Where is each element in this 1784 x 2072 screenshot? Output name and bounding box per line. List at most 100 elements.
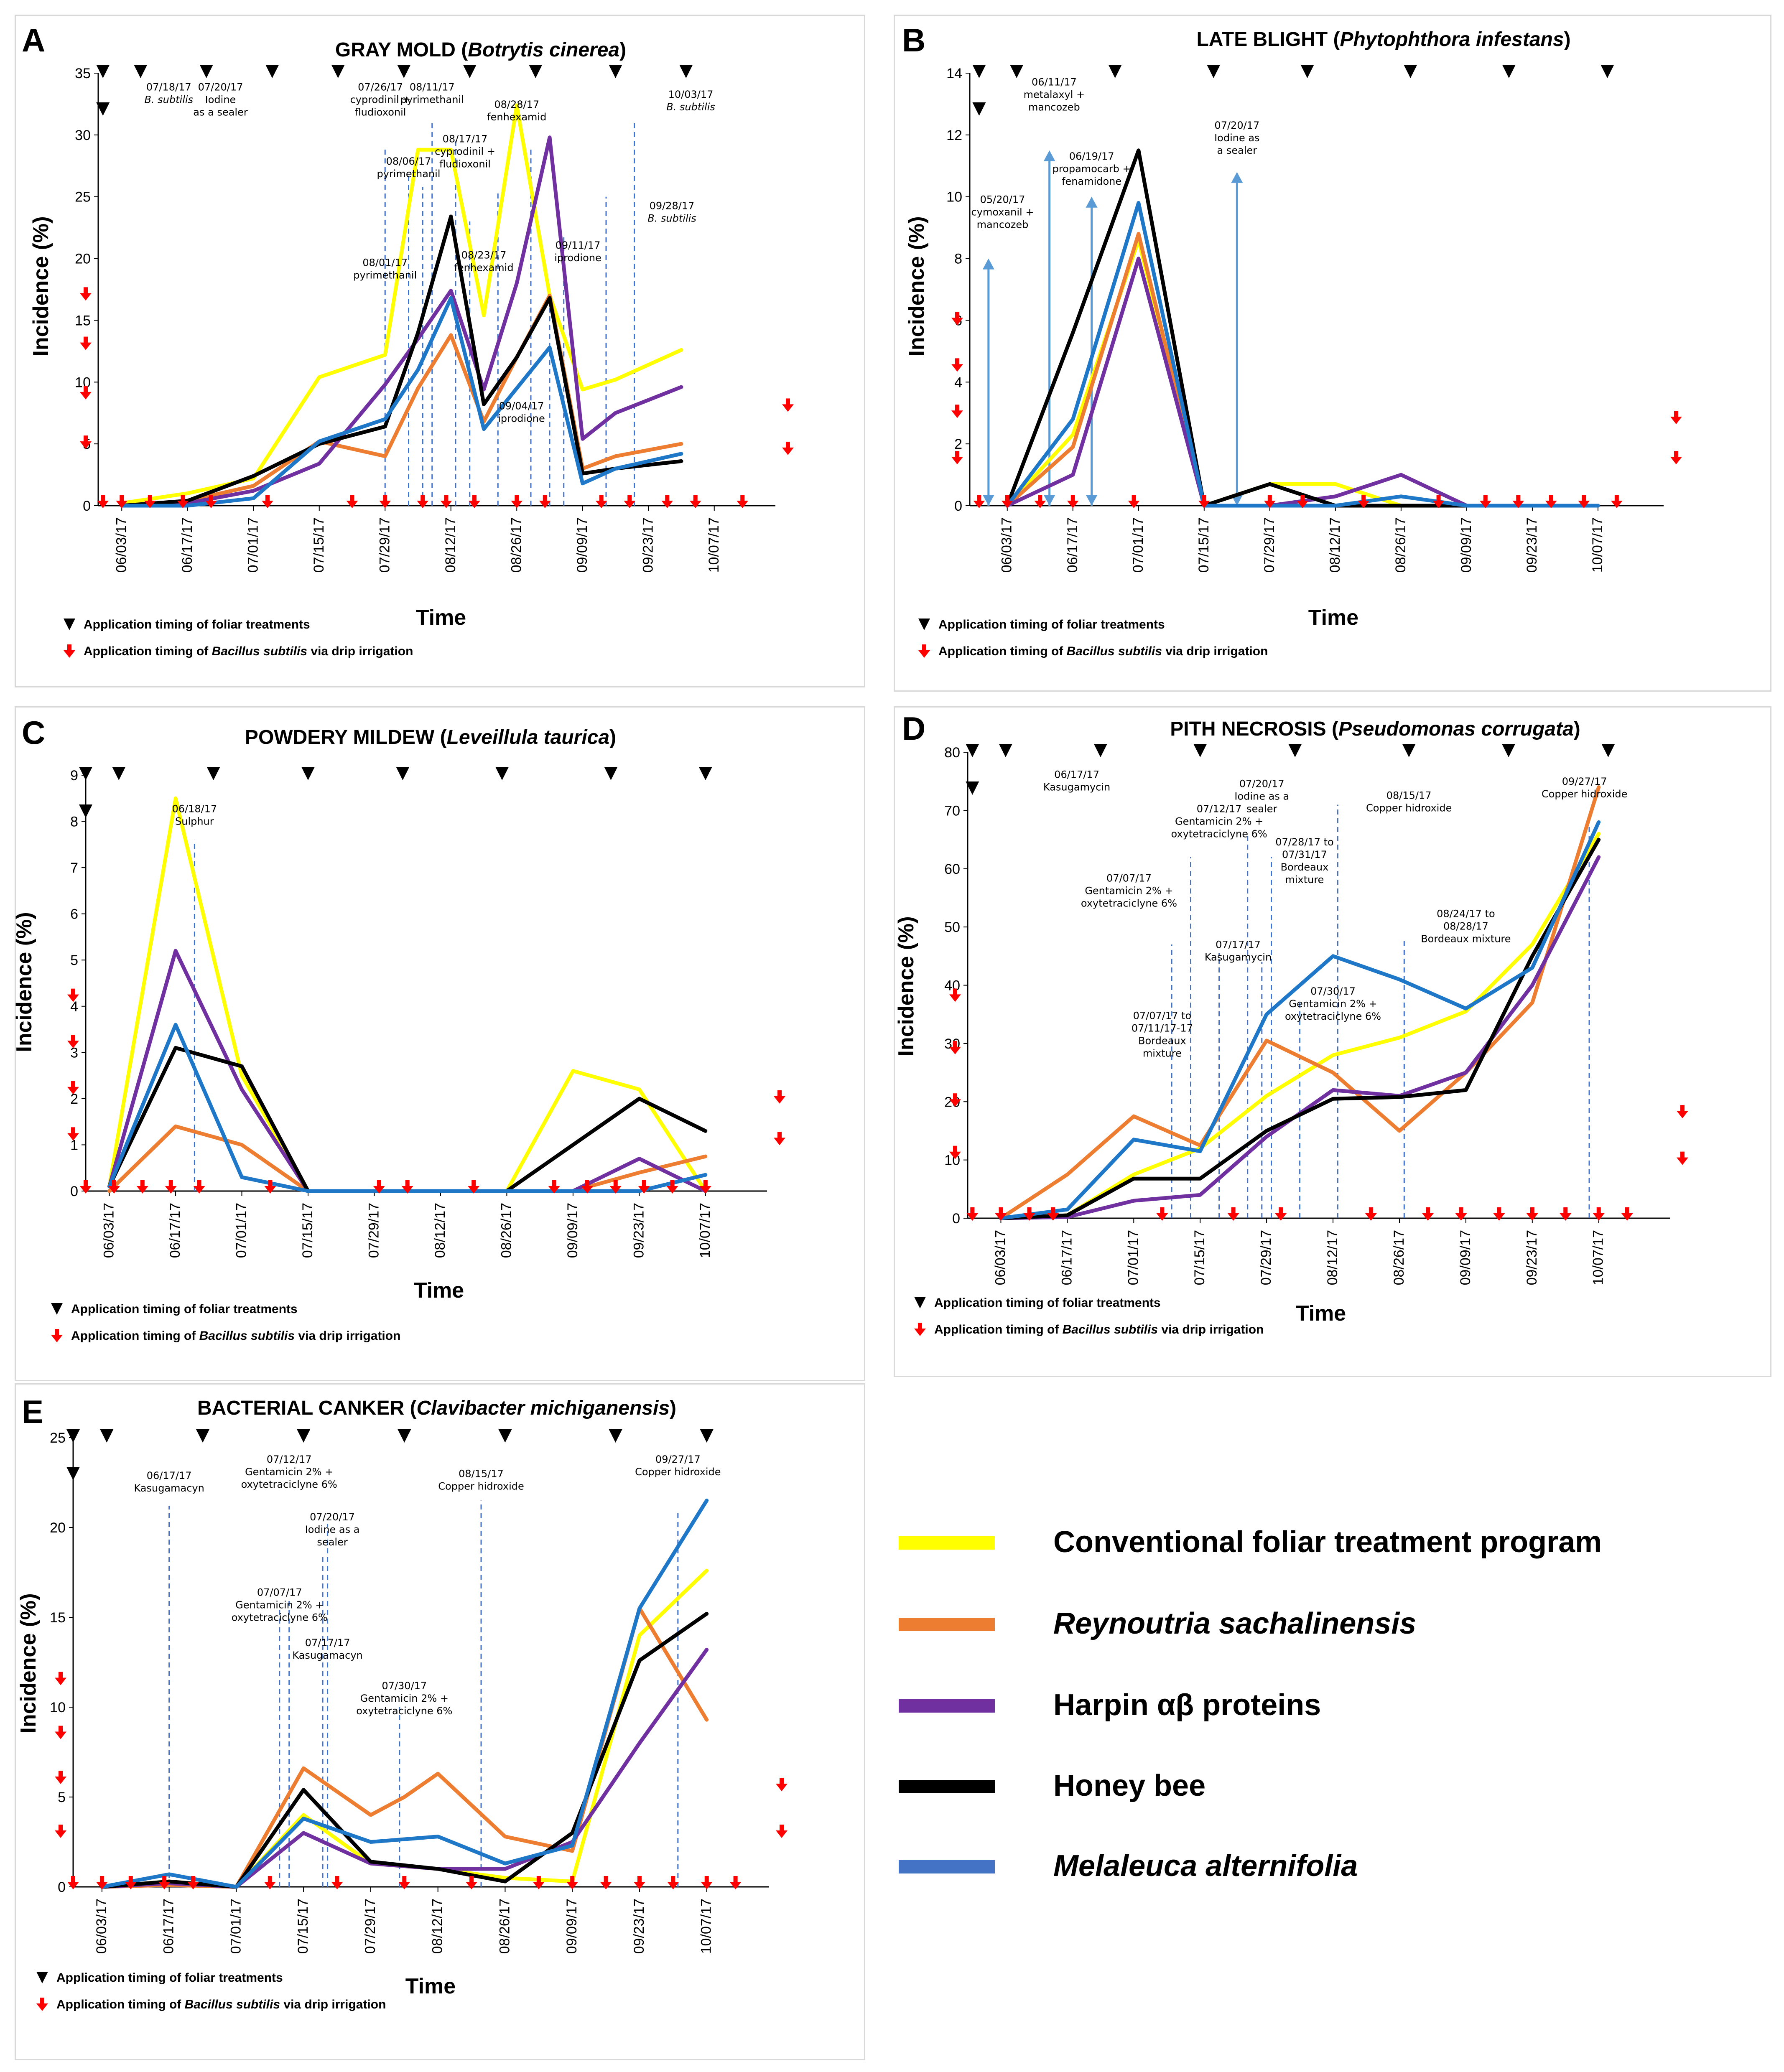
panel-a-y-tick-label: 20 bbox=[75, 251, 91, 267]
panel-a-annotation-text: cyprodinil + bbox=[350, 94, 411, 105]
panel-c-drip-marker bbox=[67, 1081, 79, 1095]
panel-c-drip-marker bbox=[638, 1180, 650, 1194]
panel-e-drip-marker bbox=[566, 1876, 579, 1889]
panel-b-x-tick-label: 06/03/17 bbox=[999, 517, 1015, 573]
legend-label-melaleuca: Melaleuca alternifolia bbox=[1053, 1849, 1358, 1883]
panel-e-series-melaleuca bbox=[100, 1499, 709, 1889]
panel-b-drip-marker bbox=[1034, 495, 1046, 508]
panel-a-x-tick-label: 09/09/17 bbox=[574, 517, 590, 573]
panel-d-x-axis-label: Time bbox=[1296, 1301, 1346, 1326]
panel-e-annotation-text: 07/07/17 bbox=[257, 1586, 302, 1598]
panel-a-annotation-text: 08/23/17 bbox=[461, 249, 507, 261]
panel-c-y-tick-label: 6 bbox=[70, 906, 78, 922]
panel-b-foliar-marker bbox=[1207, 65, 1221, 78]
panel-c-drip-marker bbox=[67, 1035, 79, 1049]
panel-e-annotation-text: Kasugamacyn bbox=[134, 1482, 204, 1494]
chart-c: C POWDERY MILDEW (Leveillula taurica) 0 1 2 3… bbox=[12, 714, 785, 1343]
panel-a-drip-marker bbox=[661, 495, 673, 508]
panel-e-drip-marker bbox=[55, 1771, 66, 1784]
legend-swatch-melaleuca bbox=[899, 1860, 995, 1873]
panel-b-note-drip: Application timing of Bacillus subtilis … bbox=[938, 644, 1268, 658]
panel-d-foliar-marker bbox=[1601, 744, 1615, 757]
panel-d-drip-marker bbox=[1023, 1207, 1035, 1221]
panel-e-drip-marker bbox=[701, 1876, 713, 1889]
panel-e-foliar-marker bbox=[398, 1429, 411, 1443]
panel-a-x-tick-label: 06/17/17 bbox=[179, 517, 195, 573]
panel-b-treatment-arrowhead bbox=[1043, 150, 1055, 161]
legend-label-reynoutria: Reynoutria sachalinensis bbox=[1053, 1607, 1417, 1640]
chart-b: B LATE BLIGHT (Phytophthora infestans) 0 2 4… bbox=[902, 22, 1682, 658]
panel-c-series-melaleuca bbox=[107, 1023, 708, 1193]
panel-a-drip-marker bbox=[417, 495, 429, 508]
panel-a-x-tick-label: 09/23/17 bbox=[640, 517, 656, 573]
panel-c-drip-marker bbox=[581, 1180, 593, 1194]
panel-b-annotation-text: a sealer bbox=[1217, 145, 1257, 156]
panel-e-foliar-marker bbox=[297, 1429, 311, 1443]
panel-e-annotation-text: Gentamicin 2% + bbox=[360, 1693, 449, 1704]
chart-d: D PITH NECROSIS (Pseudomonas corrugata) 0 1… bbox=[894, 710, 1688, 1336]
panel-d-note-drip: Application timing of Bacillus subtilis … bbox=[934, 1323, 1264, 1336]
panel-d-note-foliar-icon bbox=[914, 1297, 926, 1308]
panel-b-series-honeybee bbox=[1005, 148, 1600, 508]
legend-swatch-reynoutria bbox=[899, 1618, 995, 1631]
panel-a-x-tick-label: 10/07/17 bbox=[706, 517, 722, 573]
panel-d-note-foliar: Application timing of foliar treatments bbox=[934, 1296, 1161, 1310]
panel-a-drip-marker bbox=[262, 495, 273, 508]
panel-d-annotation-text: sealer bbox=[1246, 803, 1277, 815]
panel-e-drip-marker bbox=[466, 1876, 478, 1889]
panel-e-annotation-text: 07/17/17 bbox=[305, 1637, 350, 1649]
panel-e-foliar-marker bbox=[700, 1429, 714, 1443]
panel-a-drip-marker bbox=[624, 495, 636, 508]
panel-b-letter: B bbox=[902, 22, 925, 59]
panel-d-annotation-text: 08/15/17 bbox=[1386, 790, 1432, 802]
panel-a-note-drip: Application timing of Bacillus subtilis … bbox=[84, 644, 413, 658]
panel-a-foliar-marker bbox=[679, 65, 693, 78]
panel-a-annotation-text: as a sealer bbox=[193, 106, 248, 118]
panel-e-annotation-text: 06/17/17 bbox=[147, 1470, 192, 1481]
panel-a-annotation-text: pyrimethanil bbox=[353, 269, 417, 281]
panel-a-annotation-text: pyrimethanil bbox=[377, 168, 441, 180]
panel-d-foliar-marker bbox=[1502, 744, 1516, 757]
panel-c-foliar-marker bbox=[604, 767, 618, 780]
panel-e-y-tick-label: 15 bbox=[50, 1610, 66, 1626]
panel-a-foliar-marker bbox=[463, 65, 477, 78]
panel-a-y-axis-label: Incidence (%) bbox=[29, 216, 53, 356]
panel-b-drip-marker bbox=[951, 312, 963, 326]
panel-c-foliar-marker bbox=[301, 767, 315, 780]
panel-d-y-tick-label: 0 bbox=[952, 1211, 960, 1227]
panel-e-letter: E bbox=[22, 1393, 43, 1430]
panel-a-foliar-marker bbox=[265, 65, 279, 78]
panel-e-x-tick-label: 09/23/17 bbox=[631, 1899, 647, 1954]
panel-d-series-melaleuca bbox=[999, 820, 1601, 1220]
panel-c-foliar-marker bbox=[79, 804, 92, 818]
panel-c-drip-marker bbox=[67, 1127, 79, 1141]
panel-d-annotation-text: oxytetraciclyne 6% bbox=[1081, 897, 1177, 909]
panel-b-drip-marker bbox=[1670, 411, 1682, 424]
panel-b-x-tick-label: 07/01/17 bbox=[1130, 517, 1146, 573]
panel-d-x-tick-label: 08/26/17 bbox=[1391, 1230, 1407, 1285]
panel-e-annotation-text: 07/12/17 bbox=[267, 1453, 312, 1465]
panel-b-x-tick-label: 06/17/17 bbox=[1065, 517, 1081, 573]
panel-d-drip-marker bbox=[1593, 1207, 1605, 1221]
panel-e-foliar-marker bbox=[100, 1429, 114, 1443]
panel-e-drip-marker bbox=[67, 1876, 79, 1889]
panel-a-drip-marker bbox=[205, 495, 217, 508]
panel-b-treatment-arrowhead bbox=[1086, 196, 1098, 208]
panel-a-note-drip-icon bbox=[64, 644, 75, 658]
panel-e-annotation-text: 09/27/17 bbox=[655, 1453, 701, 1465]
panel-c-drip-marker bbox=[373, 1180, 385, 1194]
panel-a-foliar-marker bbox=[529, 65, 543, 78]
panel-d-annotation-text: Kasugamycin bbox=[1205, 951, 1272, 963]
panel-c-foliar-marker bbox=[396, 767, 410, 780]
panel-d-annotation-text: mixture bbox=[1143, 1047, 1182, 1059]
panel-b-drip-marker bbox=[1297, 495, 1309, 508]
panel-c-drip-marker bbox=[401, 1180, 413, 1194]
panel-a-annotation-text: 09/04/17 bbox=[499, 400, 544, 412]
panel-d-foliar-marker bbox=[1193, 744, 1207, 757]
panel-a-annotation-text: 07/26/17 bbox=[358, 81, 403, 93]
panel-d-x-tick-label: 06/17/17 bbox=[1059, 1230, 1075, 1285]
panel-b-y-axis-label: Incidence (%) bbox=[905, 216, 929, 356]
panel-c-foliar-marker bbox=[112, 767, 126, 780]
legend-swatch-conventional bbox=[899, 1536, 995, 1550]
panel-e-drip-marker bbox=[264, 1876, 276, 1889]
